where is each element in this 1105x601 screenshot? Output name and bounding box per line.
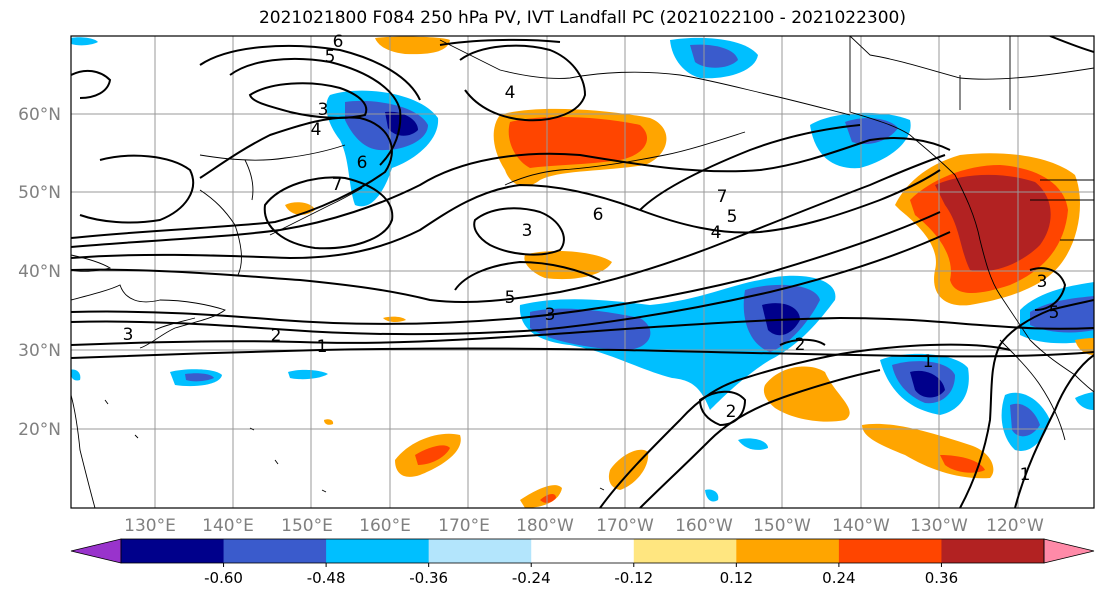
colorbar-segment <box>121 539 225 563</box>
contour-labels: 6 5 3 4 4 6 7 6 7 5 4 3 5 3 2 1 3 2 2 1 … <box>123 32 1060 485</box>
lat-label: 60°N <box>18 105 61 125</box>
graticule <box>71 36 1094 508</box>
colorbar-tick-label: -0.12 <box>614 569 653 587</box>
contour-label: 3 <box>545 305 556 325</box>
colorbar-extension-high <box>1043 538 1095 564</box>
colorbar-tick-label: 0.12 <box>720 569 753 587</box>
contour-label: 1 <box>317 337 328 357</box>
map-frame <box>70 35 1095 509</box>
colorbar: -0.60 -0.48 -0.36 -0.24 -0.12 0.12 0.24 0.36 <box>70 538 1095 587</box>
contour-label: 5 <box>505 288 516 308</box>
pv-positive-anomalies <box>285 36 1094 508</box>
lon-label: 140°W <box>832 516 890 536</box>
colorbar-segment <box>838 539 942 563</box>
lon-label: 160°E <box>359 516 411 536</box>
colorbar-segment <box>736 539 840 563</box>
colorbar-tick-label: 0.24 <box>822 569 855 587</box>
contour-label: 2 <box>271 326 282 346</box>
colorbar-segment <box>531 539 635 563</box>
colorbar-extension-low <box>70 538 122 564</box>
contour-label: 6 <box>357 153 368 173</box>
colorbar-segment <box>326 539 430 563</box>
lat-label: 20°N <box>18 420 61 440</box>
contour-label: 6 <box>593 205 604 225</box>
longitude-labels: 130°E 140°E 150°E 160°E 170°E 180°W 170°… <box>124 516 1044 536</box>
contour-label: 3 <box>522 221 533 241</box>
colorbar-tick-label: 0.36 <box>925 569 958 587</box>
contour-label: 2 <box>795 335 806 355</box>
colorbar-segment <box>941 539 1045 563</box>
contour-label: 5 <box>325 47 336 67</box>
contour-label: 3 <box>318 100 329 120</box>
contour-label: 4 <box>505 83 516 103</box>
lon-label: 170°W <box>596 516 654 536</box>
contour-label: 3 <box>123 325 134 345</box>
colorbar-segment <box>428 539 532 563</box>
colorbar-tick-label: -0.24 <box>512 569 551 587</box>
colorbar-tick-label: -0.36 <box>409 569 448 587</box>
contour-label: 4 <box>711 223 722 243</box>
contour-label: 1 <box>1020 465 1031 485</box>
colorbar-tick-label: -0.60 <box>204 569 243 587</box>
colorbar-frame <box>120 538 1045 564</box>
latitude-labels: 60°N 50°N 40°N 30°N 20°N <box>18 105 61 440</box>
pv-negative-anomalies <box>71 37 1094 502</box>
contour-label: 6 <box>333 32 344 52</box>
lon-label: 120°W <box>986 516 1044 536</box>
lat-label: 30°N <box>18 341 61 361</box>
colorbar-tick-label: -0.48 <box>307 569 346 587</box>
lon-label: 160°W <box>675 516 733 536</box>
lat-label: 50°N <box>18 183 61 203</box>
contour-label: 5 <box>1049 303 1060 323</box>
lon-label: 140°E <box>202 516 254 536</box>
lon-label: 170°E <box>438 516 490 536</box>
colorbar-segment <box>223 539 327 563</box>
lon-label: 180°W <box>516 516 574 536</box>
contour-label: 7 <box>717 187 728 207</box>
contour-label: 1 <box>923 352 934 372</box>
coastlines <box>71 36 1094 508</box>
contour-label: 4 <box>311 120 322 140</box>
contour-label: 5 <box>727 207 738 227</box>
lon-label: 130°W <box>910 516 968 536</box>
lon-label: 130°E <box>124 516 176 536</box>
lat-label: 40°N <box>18 262 61 282</box>
lon-label: 150°E <box>281 516 333 536</box>
contour-label: 3 <box>1037 272 1048 292</box>
map-title: 2021021800 F084 250 hPa PV, IVT Landfall… <box>258 8 906 28</box>
pv-contours <box>71 36 1094 508</box>
colorbar-segment <box>633 539 737 563</box>
contour-label: 2 <box>726 402 737 422</box>
contour-label: 7 <box>332 175 343 195</box>
lon-label: 150°W <box>753 516 811 536</box>
